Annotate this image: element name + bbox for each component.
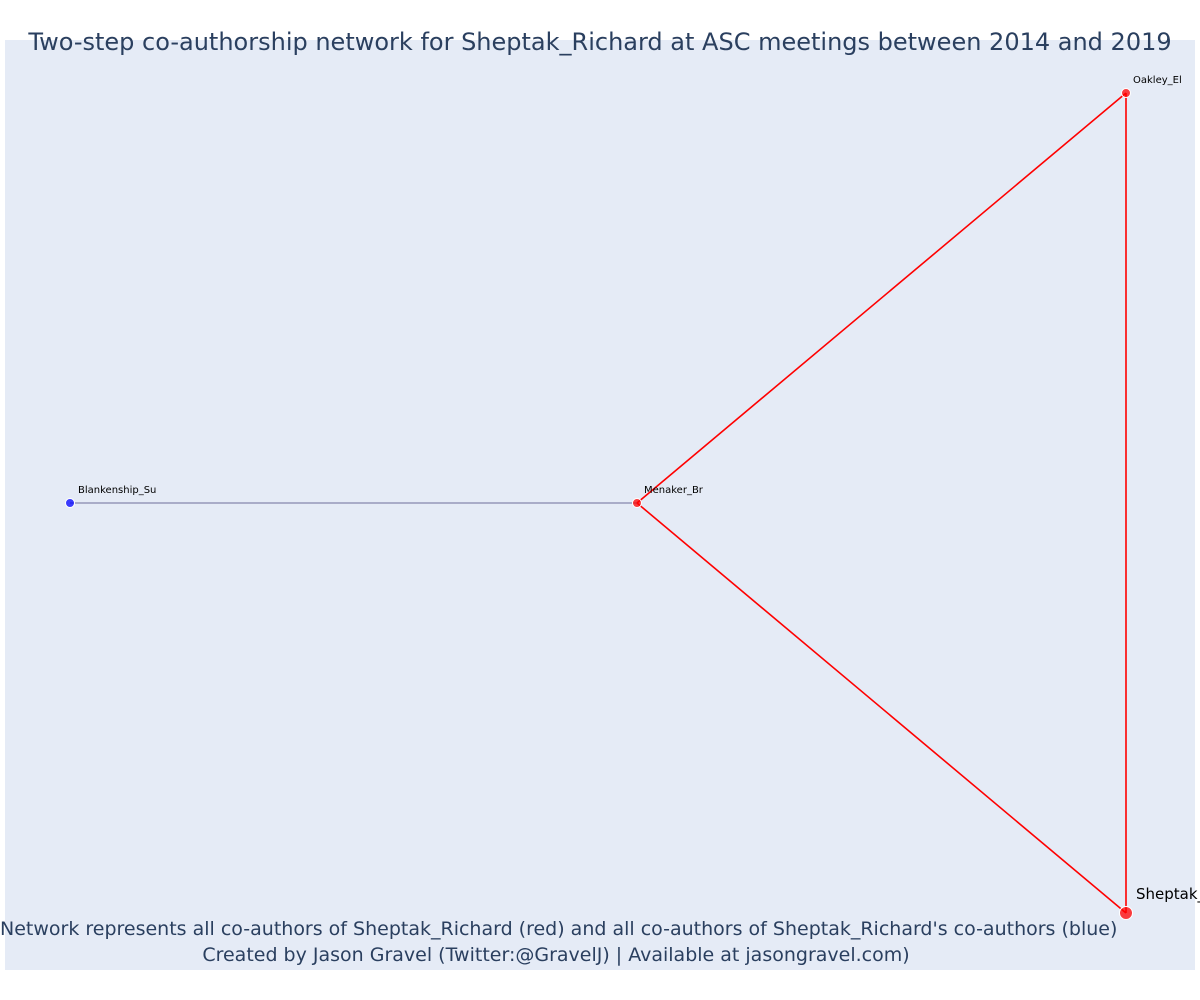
node-label-blankenship_su: Blankenship_Su bbox=[78, 485, 156, 496]
node-label-sheptak_richard: Sheptak_ bbox=[1136, 885, 1200, 904]
figure-title: Two-step co-authorship network for Shept… bbox=[28, 28, 1172, 56]
plot-area bbox=[5, 40, 1195, 970]
caption-description: Network represents all co-authors of She… bbox=[0, 918, 1118, 940]
edge-oakley_el-menaker_br bbox=[636, 92, 1127, 504]
node-oakley_el[interactable] bbox=[1121, 88, 1131, 98]
node-sheptak_richard[interactable] bbox=[1119, 906, 1133, 920]
node-label-oakley_el: Oakley_El bbox=[1133, 75, 1182, 86]
node-label-menaker_br: Menaker_Br bbox=[644, 485, 704, 496]
edge-sheptak_richard-menaker_br bbox=[636, 502, 1127, 914]
labels-layer: Sheptak_ Oakley_El Menaker_Br Blankenship_S… bbox=[78, 75, 1200, 904]
node-blankenship_su[interactable] bbox=[65, 498, 75, 508]
node-menaker_br[interactable] bbox=[632, 498, 642, 508]
caption-credit: Created by Jason Gravel (Twitter:@Gravel… bbox=[202, 944, 910, 966]
edges-layer bbox=[70, 92, 1127, 914]
nodes-layer bbox=[65, 88, 1133, 920]
